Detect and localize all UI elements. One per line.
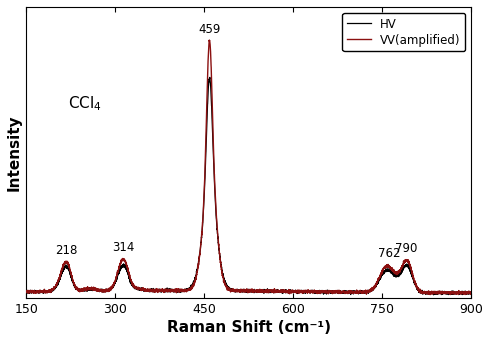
- VV(amplified): [427, 292, 433, 297]
- HV: [468, 291, 474, 295]
- Line: VV(amplified): VV(amplified): [26, 40, 471, 294]
- HV: [355, 290, 361, 294]
- Line: HV: HV: [26, 77, 471, 295]
- HV: [104, 290, 110, 294]
- Text: CCl$_4$: CCl$_4$: [68, 95, 101, 113]
- VV(amplified): [313, 290, 318, 294]
- VV(amplified): [468, 290, 474, 294]
- HV: [193, 274, 199, 278]
- HV: [431, 293, 437, 297]
- X-axis label: Raman Shift (cm⁻¹): Raman Shift (cm⁻¹): [167, 320, 331, 335]
- Text: 314: 314: [112, 241, 135, 254]
- VV(amplified): [193, 275, 199, 279]
- Legend: HV, VV(amplified): HV, VV(amplified): [342, 13, 465, 51]
- HV: [290, 289, 296, 293]
- Text: 762: 762: [378, 247, 400, 260]
- VV(amplified): [355, 290, 361, 294]
- VV(amplified): [23, 290, 29, 294]
- HV: [23, 289, 29, 293]
- HV: [313, 290, 318, 294]
- Text: 218: 218: [55, 244, 77, 257]
- VV(amplified): [290, 290, 296, 294]
- VV(amplified): [389, 268, 395, 273]
- HV: [389, 270, 395, 274]
- VV(amplified): [104, 288, 110, 292]
- Y-axis label: Intensity: Intensity: [7, 114, 22, 191]
- Text: 459: 459: [198, 23, 220, 36]
- Text: 790: 790: [394, 242, 417, 255]
- HV: [207, 75, 213, 79]
- VV(amplified): [206, 38, 212, 42]
